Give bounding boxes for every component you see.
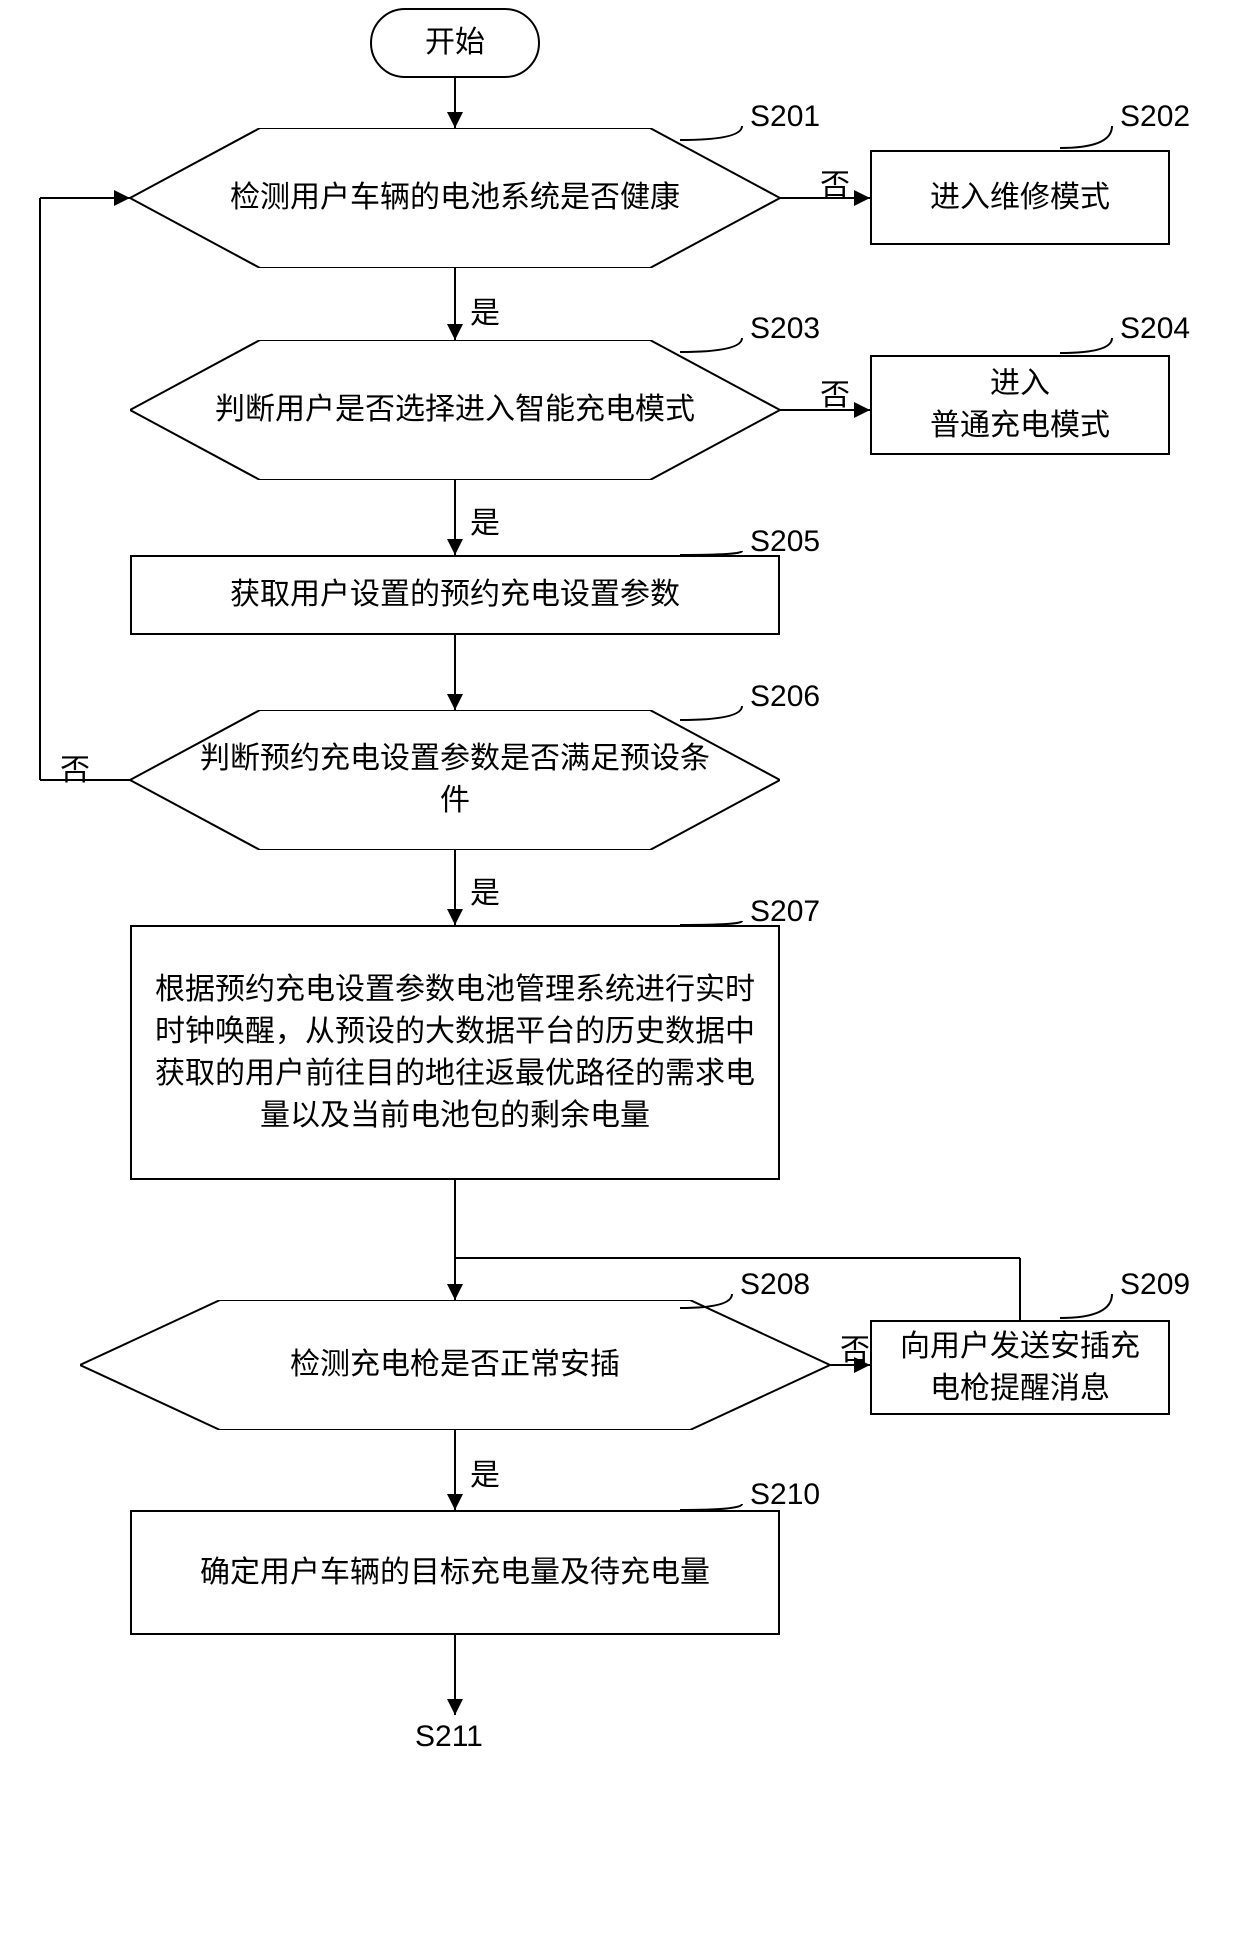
edge-start_bottom-arrowhead bbox=[447, 112, 463, 128]
step-label-s203: S203 bbox=[750, 312, 820, 346]
leader-s201 bbox=[676, 122, 746, 144]
edge-label-s203_no: 否 bbox=[820, 370, 850, 414]
node-s210: 确定用户车辆的目标充电量及待充电量 bbox=[130, 1510, 780, 1635]
node-s211: S211 bbox=[415, 1720, 483, 1754]
edge-s208_right-arrowhead bbox=[854, 1357, 870, 1373]
node-s207: 根据预约充电设置参数电池管理系统进行实时时钟唤醒，从预设的大数据平台的历史数据中… bbox=[130, 925, 780, 1180]
node-s205: 获取用户设置的预约充电设置参数 bbox=[130, 555, 780, 635]
node-text: 检测充电枪是否正常安插 bbox=[80, 1300, 830, 1430]
edge-s208_bottom-arrowhead bbox=[447, 1494, 463, 1510]
node-text: 获取用户设置的预约充电设置参数 bbox=[230, 574, 680, 616]
leader-s203 bbox=[676, 334, 746, 356]
leader-s208 bbox=[676, 1290, 736, 1312]
node-s208: 检测充电枪是否正常安插 bbox=[80, 1300, 830, 1430]
edge-s206_bottom-arrowhead bbox=[447, 909, 463, 925]
leader-s209 bbox=[1056, 1290, 1116, 1322]
node-s206: 判断预约充电设置参数是否满足预设条件 bbox=[130, 710, 780, 850]
edge-label-s203_yes: 是 bbox=[470, 498, 500, 542]
node-text: 进入 普通充电模式 bbox=[930, 363, 1110, 447]
edge-s206_left-arrowhead bbox=[114, 190, 130, 206]
edge-s209_top-seg1 bbox=[455, 1257, 1020, 1259]
edge-s201_bottom-arrowhead bbox=[447, 324, 463, 340]
edge-s210_bottom-arrowhead bbox=[447, 1699, 463, 1715]
node-text: 检测用户车辆的电池系统是否健康 bbox=[130, 128, 780, 268]
edge-s209_top-seg0 bbox=[1019, 1258, 1021, 1320]
leader-s202 bbox=[1056, 122, 1116, 152]
edge-label-s206_no: 否 bbox=[60, 745, 90, 789]
node-s204: 进入 普通充电模式 bbox=[870, 355, 1170, 455]
edge-label-s206_yes: 是 bbox=[470, 868, 500, 912]
node-text: 判断预约充电设置参数是否满足预设条件 bbox=[130, 710, 780, 850]
node-s201: 检测用户车辆的电池系统是否健康 bbox=[130, 128, 780, 268]
step-label-s207: S207 bbox=[750, 895, 820, 929]
node-start: 开始 bbox=[370, 8, 540, 78]
edge-label-s201_yes: 是 bbox=[470, 288, 500, 332]
node-text: 向用户发送安插充电枪提醒消息 bbox=[886, 1326, 1154, 1410]
leader-s207 bbox=[676, 917, 746, 929]
step-label-s208: S208 bbox=[740, 1268, 810, 1302]
edge-s203_right-arrowhead bbox=[854, 402, 870, 418]
step-label-s206: S206 bbox=[750, 680, 820, 714]
node-text: 判断用户是否选择进入智能充电模式 bbox=[130, 340, 780, 480]
edge-s206_left-seg1 bbox=[39, 198, 41, 780]
node-s202: 进入维修模式 bbox=[870, 150, 1170, 245]
node-text: 确定用户车辆的目标充电量及待充电量 bbox=[200, 1552, 710, 1594]
step-label-s202: S202 bbox=[1120, 100, 1190, 134]
leader-s206 bbox=[676, 702, 746, 724]
step-label-s201: S201 bbox=[750, 100, 820, 134]
edge-s207_bottom-seg0 bbox=[454, 1180, 456, 1300]
leader-s204 bbox=[1056, 334, 1116, 357]
edge-label-s208_yes: 是 bbox=[470, 1450, 500, 1494]
leader-s205 bbox=[676, 547, 746, 559]
node-text: 进入维修模式 bbox=[930, 177, 1110, 219]
edge-s207_bottom-arrowhead bbox=[447, 1284, 463, 1300]
node-text: 根据预约充电设置参数电池管理系统进行实时时钟唤醒，从预设的大数据平台的历史数据中… bbox=[146, 969, 764, 1137]
edge-s205_bottom-arrowhead bbox=[447, 694, 463, 710]
leader-s210 bbox=[676, 1500, 746, 1514]
node-s209: 向用户发送安插充电枪提醒消息 bbox=[870, 1320, 1170, 1415]
edge-s203_bottom-arrowhead bbox=[447, 539, 463, 555]
step-label-s204: S204 bbox=[1120, 312, 1190, 346]
node-s203: 判断用户是否选择进入智能充电模式 bbox=[130, 340, 780, 480]
node-text: 开始 bbox=[425, 22, 485, 64]
edge-s206_left-seg0 bbox=[40, 779, 130, 781]
edge-s201_right-arrowhead bbox=[854, 190, 870, 206]
step-label-s209: S209 bbox=[1120, 1268, 1190, 1302]
step-label-s210: S210 bbox=[750, 1478, 820, 1512]
step-label-s205: S205 bbox=[750, 525, 820, 559]
